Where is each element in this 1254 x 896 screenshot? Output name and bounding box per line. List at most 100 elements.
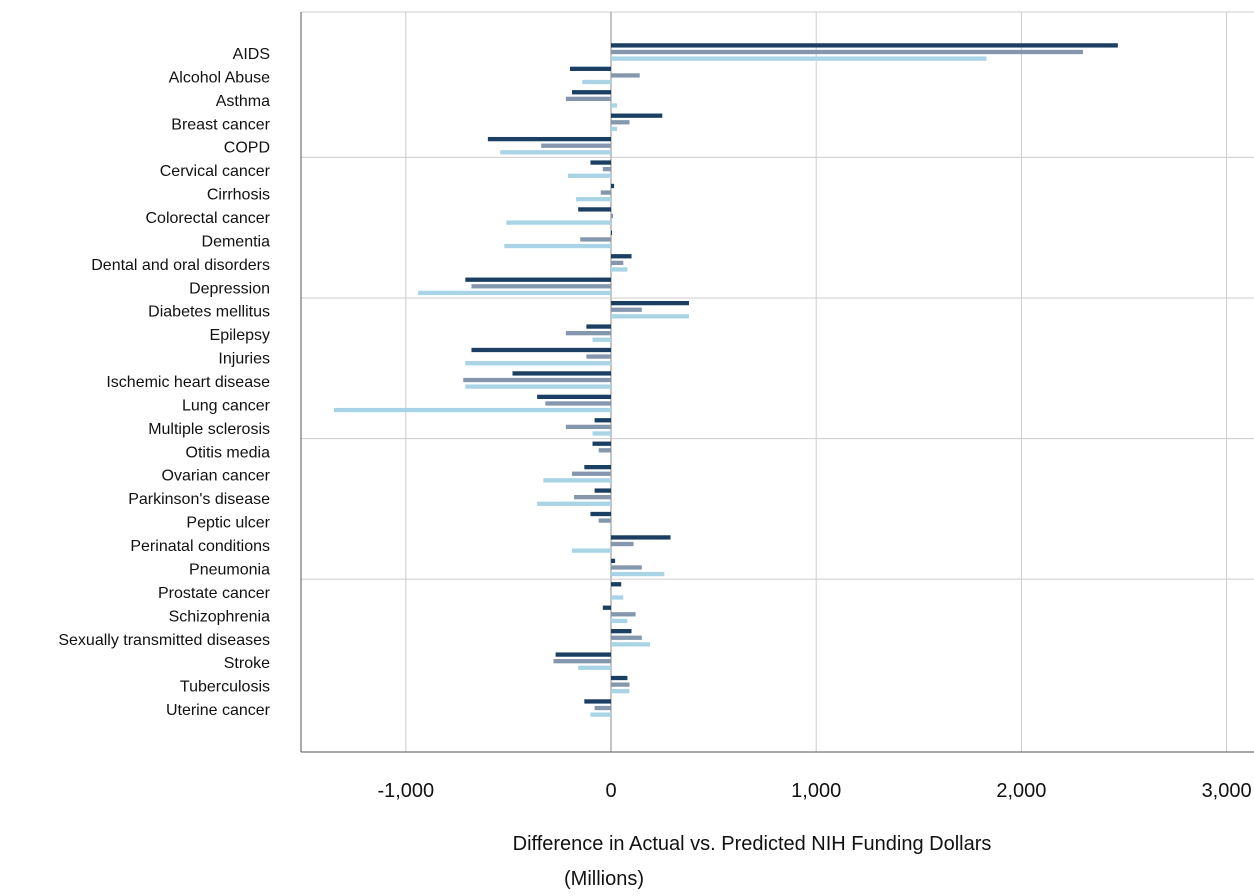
category-label: Prostate cancer <box>158 585 271 602</box>
bar-series-1 <box>465 277 611 282</box>
category-label: Pneumonia <box>189 561 270 578</box>
bar-series-1 <box>487 136 611 142</box>
bar-series-2 <box>553 659 611 664</box>
bar-series-1 <box>594 418 611 423</box>
bar-series-2 <box>611 565 642 570</box>
bar-series-3 <box>504 243 611 249</box>
bar-series-3 <box>611 595 624 600</box>
category-label: Otitis media <box>186 444 271 461</box>
x-axis-title-line-2: (Millions) <box>564 868 644 890</box>
x-tick-label: 1,000 <box>791 780 841 802</box>
category-label: Cervical cancer <box>160 163 271 180</box>
bar-series-3 <box>506 220 611 225</box>
category-label: Ovarian cancer <box>162 468 271 485</box>
bar-series-2 <box>611 213 614 219</box>
category-label: Diabetes mellitus <box>148 304 270 321</box>
bar-series-1 <box>611 230 613 235</box>
category-label: Dental and oral disorders <box>91 257 270 274</box>
category-label: Ischemic heart disease <box>106 374 270 391</box>
bar-series-2 <box>611 120 630 125</box>
bar-series-1 <box>512 371 611 376</box>
category-label: Asthma <box>216 93 270 110</box>
bar-series-3 <box>572 548 611 553</box>
bar-series-1 <box>584 464 611 470</box>
bar-series-1 <box>611 675 628 681</box>
bar-series-3 <box>611 689 630 694</box>
category-label: Stroke <box>224 655 270 672</box>
bar-series-1 <box>592 441 611 446</box>
bar-series-3 <box>611 56 987 61</box>
bar-series-1 <box>611 582 622 587</box>
bar-series-1 <box>572 90 611 95</box>
x-tick-labels: -1,000 0 1,000 2,000 3,000 <box>377 780 1251 802</box>
bar-series-3 <box>465 384 611 389</box>
x-tick-label: 2,000 <box>996 780 1046 802</box>
gridlines <box>301 11 1254 752</box>
bar-series-2 <box>463 377 611 383</box>
bar-series-2 <box>574 495 611 500</box>
bar-series-3 <box>609 525 611 530</box>
bar-series-2 <box>471 284 611 289</box>
bar-series-3 <box>537 501 611 506</box>
bar-series-2 <box>611 307 642 312</box>
bar-series-3 <box>582 79 611 85</box>
bar-series-2 <box>611 682 630 687</box>
bar-series-2 <box>600 190 611 195</box>
bar-series-3 <box>576 197 611 202</box>
bar-series-3 <box>465 361 611 366</box>
bar-series-2 <box>602 167 611 172</box>
bar-series-1 <box>611 629 632 634</box>
bar-series-3 <box>611 571 665 577</box>
category-label: Tuberculosis <box>180 679 270 696</box>
bar-series-2 <box>611 73 640 78</box>
bar-series-3 <box>590 712 611 717</box>
category-label: Peptic ulcer <box>186 515 270 532</box>
bar-series-1 <box>611 254 632 259</box>
bar-series-2 <box>611 635 642 640</box>
bar-series-1 <box>602 605 611 610</box>
bar-series-2 <box>545 401 611 406</box>
bar-series-3 <box>578 665 611 670</box>
bar-series-2 <box>541 143 611 148</box>
bar-series-3 <box>611 618 628 624</box>
category-label: Depression <box>189 280 270 297</box>
category-label: Uterine cancer <box>166 702 271 719</box>
bar-series-2 <box>565 96 611 102</box>
bar-series-1 <box>611 535 671 540</box>
bar-series-1 <box>611 43 1118 48</box>
category-label: AIDS <box>233 46 270 63</box>
bar-series-2 <box>598 448 611 453</box>
category-label: Lung cancer <box>182 397 271 414</box>
bar-series-1 <box>555 652 611 657</box>
bar-series-2 <box>611 49 1083 55</box>
bar-series-3 <box>609 454 611 460</box>
bar-series-1 <box>586 324 611 329</box>
bar-series-1 <box>578 207 611 212</box>
category-label: Breast cancer <box>171 116 270 133</box>
bar-series-3 <box>611 267 628 272</box>
bar-series-1 <box>590 511 611 517</box>
bar-series-1 <box>611 183 615 189</box>
category-label: Colorectal cancer <box>146 210 271 227</box>
bar-series-1 <box>611 113 663 118</box>
category-label: Cirrhosis <box>207 187 270 204</box>
bar-series-3 <box>418 290 611 296</box>
bar-series-2 <box>598 518 611 523</box>
bar-series-1 <box>471 347 611 353</box>
category-label: Alcohol Abuse <box>169 69 271 86</box>
bars <box>333 43 1118 717</box>
bar-series-2 <box>611 612 636 617</box>
bar-series-3 <box>611 103 618 108</box>
bar-series-2 <box>580 237 611 242</box>
bar-series-1 <box>594 488 611 493</box>
category-label: COPD <box>224 140 270 157</box>
bar-series-1 <box>584 699 611 704</box>
bar-series-2 <box>611 541 634 547</box>
bar-series-3 <box>611 642 650 647</box>
bar-series-2 <box>572 471 611 476</box>
category-labels: AIDS Alcohol Abuse Asthma Breast cancer COPD… <box>58 46 270 719</box>
bar-series-2 <box>565 331 611 336</box>
x-tick-label: 0 <box>605 780 616 802</box>
bar-series-1 <box>611 558 616 564</box>
bar-series-1 <box>611 300 689 306</box>
